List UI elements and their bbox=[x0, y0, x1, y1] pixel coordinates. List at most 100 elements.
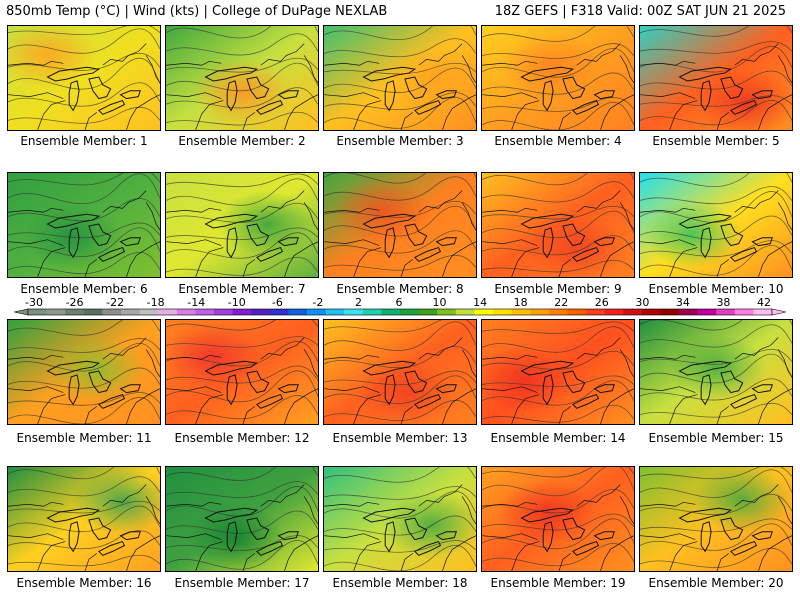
colorbar-segment bbox=[400, 309, 420, 315]
ensemble-member-label: Ensemble Member: 2 bbox=[178, 134, 306, 148]
ensemble-member-label: Ensemble Member: 16 bbox=[16, 576, 152, 590]
ensemble-map-panel bbox=[481, 466, 635, 572]
colorbar-segment bbox=[139, 309, 159, 315]
map-field bbox=[482, 320, 634, 424]
colorbar-segment bbox=[102, 309, 122, 315]
colorbar-segment bbox=[269, 309, 289, 315]
ensemble-map-panel bbox=[165, 172, 319, 278]
colorbar-segment bbox=[381, 309, 401, 315]
ensemble-map-panel bbox=[639, 25, 793, 131]
colorbar-tick-label: -30 bbox=[25, 296, 43, 309]
map-field bbox=[482, 173, 634, 277]
ensemble-map-panel bbox=[481, 319, 635, 425]
colorbar-segment bbox=[734, 309, 754, 315]
colorbar-tick-label: 26 bbox=[594, 296, 609, 309]
colorbar-segment bbox=[586, 309, 606, 315]
colorbar-tick-label: 14 bbox=[473, 296, 488, 309]
colorbar-segment bbox=[437, 309, 457, 315]
colorbar-tick-label: 22 bbox=[554, 296, 569, 309]
ensemble-member-label: Ensemble Member: 5 bbox=[652, 134, 780, 148]
ensemble-member-label: Ensemble Member: 12 bbox=[174, 431, 310, 445]
colorbar-segment bbox=[121, 309, 141, 315]
ensemble-member-label: Ensemble Member: 3 bbox=[336, 134, 464, 148]
colorbar-segment bbox=[176, 309, 196, 315]
temperature-colorbar bbox=[14, 300, 786, 320]
colorbar-segment bbox=[214, 309, 234, 315]
ensemble-member-label: Ensemble Member: 14 bbox=[490, 431, 626, 445]
colorbar-segment bbox=[65, 309, 85, 315]
colorbar-segment bbox=[474, 309, 494, 315]
colorbar-segment bbox=[604, 309, 624, 315]
colorbar-tick-label: 34 bbox=[675, 296, 690, 309]
ensemble-map-panel bbox=[323, 319, 477, 425]
colorbar-tick-label: -18 bbox=[146, 296, 165, 309]
colorbar-segment bbox=[530, 309, 550, 315]
colorbar-tick-label: 30 bbox=[635, 296, 650, 309]
ensemble-map-panel bbox=[639, 466, 793, 572]
ensemble-member-label: Ensemble Member: 13 bbox=[332, 431, 468, 445]
map-field bbox=[482, 467, 634, 571]
colorbar-segment bbox=[623, 309, 643, 315]
map-field bbox=[640, 320, 792, 424]
colorbar-tick-label: -10 bbox=[227, 296, 246, 309]
colorbar-segment bbox=[251, 309, 271, 315]
ensemble-map-panel bbox=[639, 319, 793, 425]
colorbar-segment bbox=[641, 309, 661, 315]
ensemble-map-panel bbox=[481, 172, 635, 278]
colorbar-tick-label: -2 bbox=[312, 296, 324, 309]
colorbar-segment bbox=[83, 309, 103, 315]
colorbar-segment bbox=[344, 309, 364, 315]
colorbar-tick-label: 18 bbox=[513, 296, 528, 309]
ensemble-member-label: Ensemble Member: 18 bbox=[332, 576, 468, 590]
colorbar-max-arrow bbox=[771, 308, 786, 316]
ensemble-map-panel bbox=[323, 172, 477, 278]
colorbar-segment bbox=[679, 309, 699, 315]
ensemble-member-label: Ensemble Member: 11 bbox=[16, 431, 152, 445]
map-field bbox=[166, 173, 318, 277]
colorbar-tick-label: -6 bbox=[271, 296, 283, 309]
colorbar-tick-label: 42 bbox=[757, 296, 771, 309]
map-field bbox=[8, 173, 160, 277]
colorbar-segment bbox=[232, 309, 252, 315]
ensemble-member-label: Ensemble Member: 10 bbox=[648, 282, 784, 296]
map-field bbox=[8, 320, 160, 424]
colorbar-segment bbox=[307, 309, 327, 315]
ensemble-map-panel bbox=[323, 466, 477, 572]
colorbar-segment bbox=[158, 309, 178, 315]
map-field bbox=[324, 467, 476, 571]
map-field bbox=[166, 467, 318, 571]
map-field bbox=[324, 26, 476, 130]
map-field bbox=[166, 26, 318, 130]
map-field bbox=[324, 320, 476, 424]
ensemble-member-label: Ensemble Member: 15 bbox=[648, 431, 784, 445]
ensemble-member-label: Ensemble Member: 6 bbox=[20, 282, 148, 296]
colorbar-tick-label: 6 bbox=[395, 296, 403, 309]
ensemble-map-panel bbox=[165, 466, 319, 572]
map-field bbox=[324, 173, 476, 277]
map-field bbox=[8, 467, 160, 571]
colorbar-segment bbox=[325, 309, 345, 315]
ensemble-member-label: Ensemble Member: 8 bbox=[336, 282, 464, 296]
colorbar-segment bbox=[697, 309, 717, 315]
ensemble-member-label: Ensemble Member: 9 bbox=[494, 282, 622, 296]
ensemble-member-label: Ensemble Member: 19 bbox=[490, 576, 626, 590]
map-field bbox=[166, 320, 318, 424]
colorbar-tick-label: -26 bbox=[65, 296, 84, 309]
map-field bbox=[640, 173, 792, 277]
ensemble-map-panel bbox=[7, 172, 161, 278]
map-field bbox=[640, 26, 792, 130]
ensemble-member-label: Ensemble Member: 1 bbox=[20, 134, 148, 148]
colorbar-segment bbox=[28, 309, 48, 315]
colorbar-segment bbox=[455, 309, 475, 315]
colorbar-segment bbox=[548, 309, 568, 315]
map-title: 850mb Temp (°C) | Wind (kts) | College o… bbox=[6, 4, 388, 19]
ensemble-map-panel bbox=[7, 25, 161, 131]
map-field bbox=[8, 26, 160, 130]
map-field bbox=[482, 26, 634, 130]
ensemble-map-panel bbox=[481, 25, 635, 131]
map-field bbox=[640, 467, 792, 571]
colorbar-min-arrow bbox=[14, 308, 29, 316]
ensemble-map-panel bbox=[165, 25, 319, 131]
model-valid-time: 18Z GEFS | F318 Valid: 00Z SAT JUN 21 20… bbox=[494, 4, 786, 19]
colorbar-tick-label: -14 bbox=[187, 296, 206, 309]
